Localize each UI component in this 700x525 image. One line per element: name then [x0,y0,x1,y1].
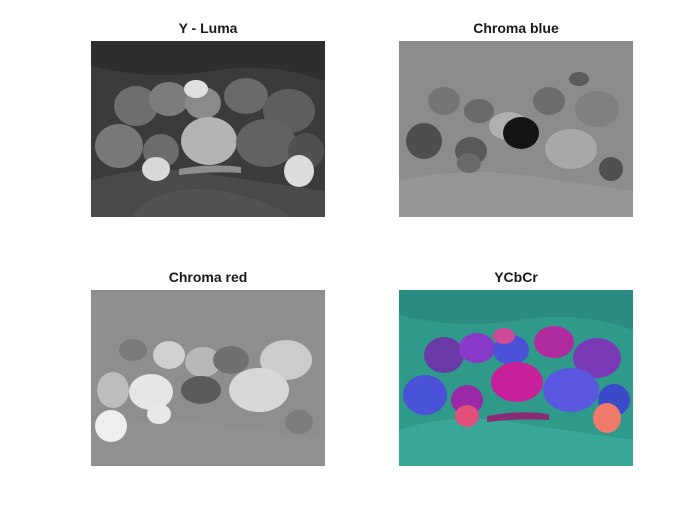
luma-title: Y - Luma [178,20,238,36]
chroma-blue-title: Chroma blue [473,20,559,36]
chroma-red-image [91,290,325,466]
chroma-red-title: Chroma red [168,269,248,285]
luma-image [91,41,325,217]
ycbcr-image [399,290,633,466]
ycbcr-panel: YCbCr [399,269,633,466]
luma-panel: Y - Luma [91,20,325,217]
chroma-blue-image [399,41,633,217]
chroma-blue-panel: Chroma blue [399,20,633,217]
ycbcr-title: YCbCr [494,269,538,285]
chroma-red-panel: Chroma red [91,269,325,466]
